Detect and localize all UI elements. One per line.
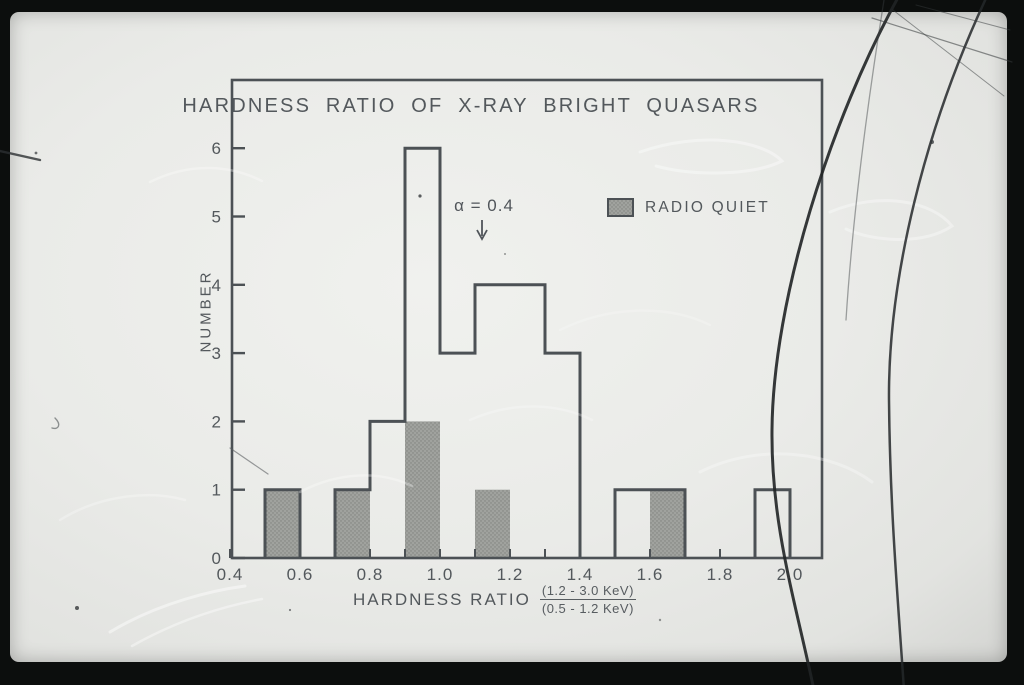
y-axis-title: NUMBER — [197, 269, 215, 353]
energy-ratio-fraction: (1.2 - 3.0 KeV) (0.5 - 1.2 KeV) — [539, 583, 636, 616]
ratio-denominator: (0.5 - 1.2 KeV) — [541, 601, 634, 616]
alpha-annotation: α = 0.4 — [454, 196, 514, 215]
legend-label: RADIO QUIET — [645, 198, 770, 216]
ratio-numerator: (1.2 - 3.0 KeV) — [539, 583, 636, 600]
legend: RADIO QUIET — [607, 198, 770, 217]
x-axis-title: HARDNESS RATIO (1.2 - 3.0 KeV) (0.5 - 1.… — [353, 583, 636, 616]
chart-title: HARDNESS RATIO OF X-RAY BRIGHT QUASARS — [182, 95, 760, 117]
legend-swatch — [607, 198, 634, 217]
x-axis-title-text: HARDNESS RATIO — [353, 589, 531, 609]
